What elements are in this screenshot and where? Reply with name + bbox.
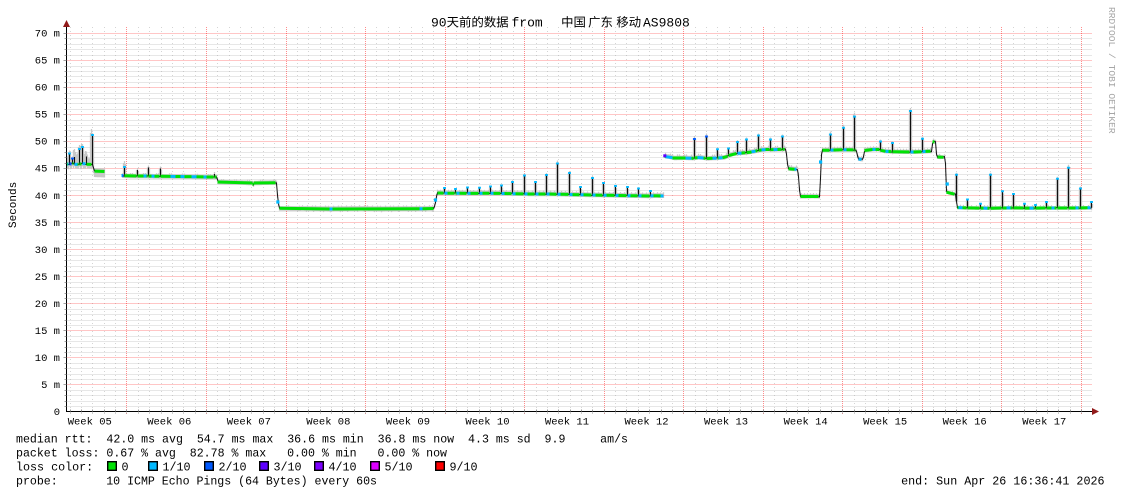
svg-text:Week 08: Week 08: [306, 417, 350, 429]
svg-text:65 m: 65 m: [35, 56, 60, 68]
svg-text:9/10: 9/10: [450, 461, 478, 475]
svg-text:Seconds: Seconds: [8, 182, 20, 228]
svg-text:from: from: [512, 16, 543, 31]
svg-text:5 m: 5 m: [41, 380, 60, 392]
svg-text:end: Sun Apr 26 16:36:41 2026: end: Sun Apr 26 16:36:41 2026: [901, 475, 1104, 489]
svg-text:Week 14: Week 14: [784, 417, 828, 429]
svg-text:Week 11: Week 11: [545, 417, 589, 429]
svg-text:median rtt: 42.0 ms avg 54.7: median rtt: 42.0 ms avg 54.7 ms max 36.6…: [16, 434, 628, 447]
svg-text:Week 15: Week 15: [863, 417, 907, 429]
svg-text:Week 17: Week 17: [1022, 417, 1066, 429]
svg-text:15 m: 15 m: [35, 326, 60, 338]
svg-text:0: 0: [54, 407, 60, 419]
svg-text:10 m: 10 m: [35, 353, 60, 365]
svg-text:5/10: 5/10: [385, 461, 413, 475]
svg-text:45 m: 45 m: [35, 164, 60, 176]
svg-text:0: 0: [122, 461, 129, 475]
svg-text:Week 12: Week 12: [625, 417, 669, 429]
svg-text:20 m: 20 m: [35, 299, 60, 311]
svg-text:55 m: 55 m: [35, 110, 60, 122]
svg-text:30 m: 30 m: [35, 245, 60, 257]
svg-text:90: 90: [431, 16, 447, 31]
svg-text:Week 05: Week 05: [68, 417, 112, 429]
svg-text:1/10: 1/10: [163, 461, 191, 475]
svg-text:Week 16: Week 16: [943, 417, 987, 429]
svg-text:50 m: 50 m: [35, 137, 60, 149]
svg-text:4/10: 4/10: [329, 461, 357, 475]
svg-text:Week 13: Week 13: [704, 417, 748, 429]
svg-text:2/10: 2/10: [219, 461, 247, 475]
svg-text:3/10: 3/10: [274, 461, 302, 475]
svg-text:70 m: 70 m: [35, 29, 60, 41]
svg-text:35 m: 35 m: [35, 218, 60, 230]
svg-text:AS9808: AS9808: [643, 16, 690, 31]
svg-text:RRDTOOL / TOBI OETIKER: RRDTOOL / TOBI OETIKER: [1106, 7, 1117, 134]
svg-text:packet loss: 0.67 % avg 82.78: packet loss: 0.67 % avg 82.78 % max 0.00…: [16, 448, 447, 461]
svg-text:25 m: 25 m: [35, 272, 60, 284]
svg-text:Week 07: Week 07: [227, 417, 271, 429]
svg-text:probe: 10 ICMP Echo Ping: probe: 10 ICMP Echo Pings (64 Bytes) eve…: [16, 476, 377, 489]
svg-text:60 m: 60 m: [35, 83, 60, 95]
svg-text:Week 09: Week 09: [386, 417, 430, 429]
svg-text:Week 06: Week 06: [147, 417, 191, 429]
svg-text:loss color:: loss color:: [16, 461, 93, 475]
svg-text:40 m: 40 m: [35, 191, 60, 203]
svg-text:Week 10: Week 10: [465, 417, 509, 429]
